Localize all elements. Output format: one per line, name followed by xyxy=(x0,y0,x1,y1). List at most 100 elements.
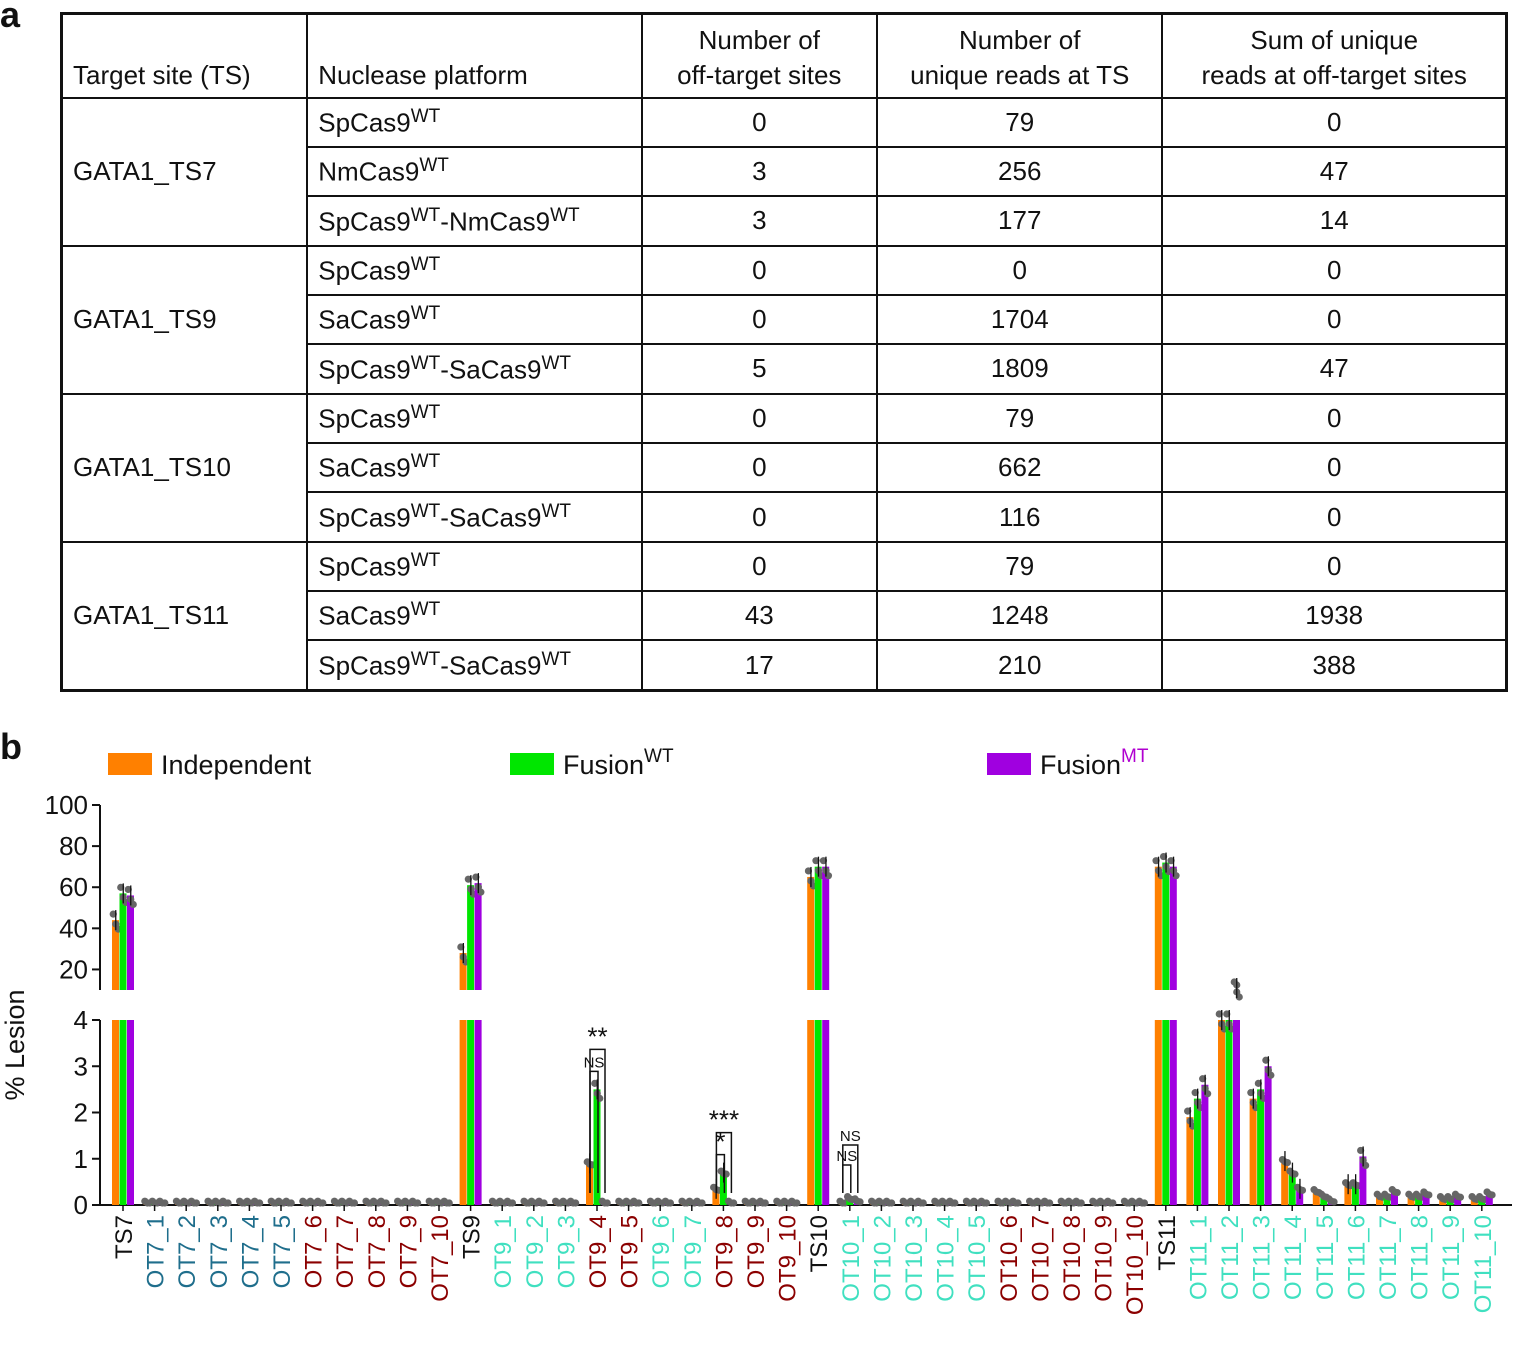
x-tick-label-ot10-10: OT10_10 xyxy=(1122,1215,1149,1315)
data-point xyxy=(982,1199,991,1207)
data-point xyxy=(819,857,828,865)
data-point xyxy=(591,1079,599,1087)
bar xyxy=(1169,866,1177,990)
platform-superscript: WT xyxy=(541,648,571,670)
off-target-reads-sum-cell: 14 xyxy=(1161,195,1508,247)
x-tick-label-ot11-6: OT11_6 xyxy=(1343,1215,1370,1300)
ts-reads-cell: 0 xyxy=(876,244,1164,296)
x-tick-label-ot10-4: OT10_4 xyxy=(933,1215,960,1302)
data-point xyxy=(350,1199,359,1207)
x-tick-label-ot10-9: OT10_9 xyxy=(1091,1215,1118,1302)
target-site-cell: GATA1_TS11 xyxy=(60,540,309,692)
platform-name: SpCas9 xyxy=(318,650,411,681)
off-target-count-cell: 0 xyxy=(640,392,879,445)
platform-name: -SaCas9 xyxy=(440,502,542,533)
data-point xyxy=(603,1199,611,1207)
y-tick-label: 4 xyxy=(74,1005,88,1035)
data-point xyxy=(161,1199,169,1207)
data-point xyxy=(1230,978,1238,986)
legend-swatch-independent xyxy=(108,753,152,775)
x-tick-label-ot9-9: OT9_9 xyxy=(743,1215,770,1288)
x-tick-label-ot9-10: OT9_10 xyxy=(775,1215,802,1302)
nuclease-platform-cell: SpCas9WT-SaCas9WT xyxy=(306,639,643,692)
data-point xyxy=(1235,993,1243,1001)
platform-name: SpCas9 xyxy=(318,403,411,434)
bar xyxy=(1233,1020,1240,1205)
bar xyxy=(1193,1098,1201,1205)
significance-label: NS xyxy=(840,1128,861,1145)
bar xyxy=(1225,1020,1233,1205)
x-tick-label-ot7-8: OT7_8 xyxy=(364,1215,391,1288)
x-tick-label-ot10-7: OT10_7 xyxy=(1027,1215,1054,1302)
platform-name: SaCas9 xyxy=(318,601,411,632)
data-point xyxy=(414,1199,422,1207)
data-point xyxy=(761,1199,769,1207)
data-point xyxy=(124,885,132,894)
data-point xyxy=(1425,1191,1433,1199)
significance-label: NS xyxy=(584,1054,605,1071)
bar xyxy=(1320,1195,1328,1205)
bar xyxy=(814,866,822,990)
significance-label: *** xyxy=(709,1105,739,1135)
bar xyxy=(1169,1020,1177,1205)
x-tick-label-ot11-3: OT11_3 xyxy=(1249,1215,1276,1300)
column-header-text: Target site (TS) xyxy=(73,59,251,90)
off-target-reads-sum-cell: 47 xyxy=(1161,343,1508,395)
data-point xyxy=(382,1199,390,1207)
bar xyxy=(1186,1117,1194,1205)
y-tick-label: 0 xyxy=(74,1190,88,1220)
bar xyxy=(1257,1089,1265,1205)
bar xyxy=(1249,1098,1257,1205)
data-point xyxy=(472,873,480,881)
data-point xyxy=(1199,1075,1207,1083)
nuclease-platform-cell: SpCas9WT-SaCas9WT xyxy=(306,491,643,543)
nuclease-platform-cell: SpCas9WT xyxy=(306,540,643,593)
bar xyxy=(1454,1195,1462,1205)
data-point xyxy=(1488,1191,1496,1199)
data-point xyxy=(477,888,485,896)
table-row: SaCas9WT 0 1704 0 xyxy=(62,293,1508,346)
x-tick-label-ot10-8: OT10_8 xyxy=(1059,1215,1086,1302)
off-target-reads-sum-cell: 0 xyxy=(1161,540,1508,593)
y-tick-label: 20 xyxy=(59,954,88,984)
column-header: Target site (TS) xyxy=(60,12,309,99)
data-point xyxy=(508,1199,517,1207)
column-header-text: reads at off-target sites xyxy=(1201,59,1467,90)
column-header-text: unique reads at TS xyxy=(910,59,1130,90)
data-point xyxy=(464,875,472,883)
x-tick-label-ot7-6: OT7_6 xyxy=(301,1215,328,1288)
data-point xyxy=(1223,1010,1231,1018)
x-tick-label-ot7-5: OT7_5 xyxy=(269,1215,296,1288)
panel-b-label: b xyxy=(0,726,22,767)
bar xyxy=(1422,1193,1430,1205)
platform-superscript: WT xyxy=(410,599,441,621)
x-tick-label-ot10-3: OT10_3 xyxy=(901,1215,928,1302)
ts-reads-cell: 256 xyxy=(876,145,1164,198)
target-site-cell: GATA1_TS10 xyxy=(60,392,309,543)
data-point xyxy=(635,1199,643,1207)
data-point xyxy=(1046,1199,1054,1207)
bar xyxy=(1154,1020,1162,1205)
off-target-count-cell: 0 xyxy=(640,491,879,543)
x-tick-label-ot10-2: OT10_2 xyxy=(869,1215,896,1302)
data-point xyxy=(319,1199,327,1207)
data-point xyxy=(1298,1186,1307,1194)
platform-superscript: WT xyxy=(541,352,571,374)
bar xyxy=(459,953,467,990)
x-tick-label-ot11-7: OT11_7 xyxy=(1375,1215,1402,1300)
y-tick-label: 1 xyxy=(74,1144,88,1174)
off-target-count-cell: 17 xyxy=(640,639,879,692)
x-tick-label-ot7-7: OT7_7 xyxy=(332,1215,359,1288)
bar xyxy=(1359,1156,1367,1205)
data-point xyxy=(1014,1199,1022,1207)
data-point xyxy=(1215,1010,1223,1018)
x-tick-label-ts9: TS9 xyxy=(459,1215,486,1259)
ts-reads-cell: 79 xyxy=(876,540,1164,593)
significance-bracket xyxy=(715,1153,726,1193)
target-site-cell: GATA1_TS7 xyxy=(60,96,309,247)
x-tick-label-ot7-3: OT7_3 xyxy=(206,1215,233,1288)
data-point xyxy=(1109,1199,1117,1207)
bar xyxy=(1407,1195,1415,1205)
nuclease-platform-cell: SpCas9WT-NmCas9WT xyxy=(306,195,643,247)
platform-name: SaCas9 xyxy=(318,453,411,484)
